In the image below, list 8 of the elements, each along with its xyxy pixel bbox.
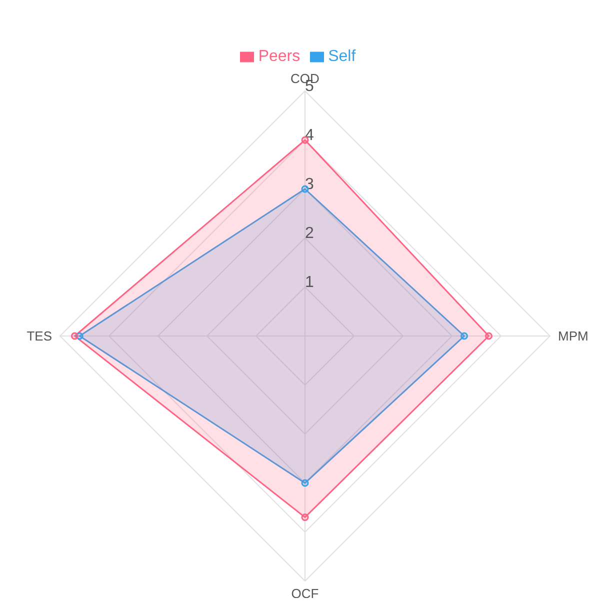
spoke-label: OCF (291, 586, 319, 602)
spoke-label: TES (26, 328, 52, 344)
y-tick-label: 1 (305, 274, 314, 291)
legend-label: Self (328, 48, 356, 65)
legend-label: Peers (258, 48, 300, 65)
spoke-label: MPM (558, 328, 588, 344)
y-tick-label: 4 (305, 127, 314, 144)
y-tick-label: 2 (305, 225, 314, 242)
